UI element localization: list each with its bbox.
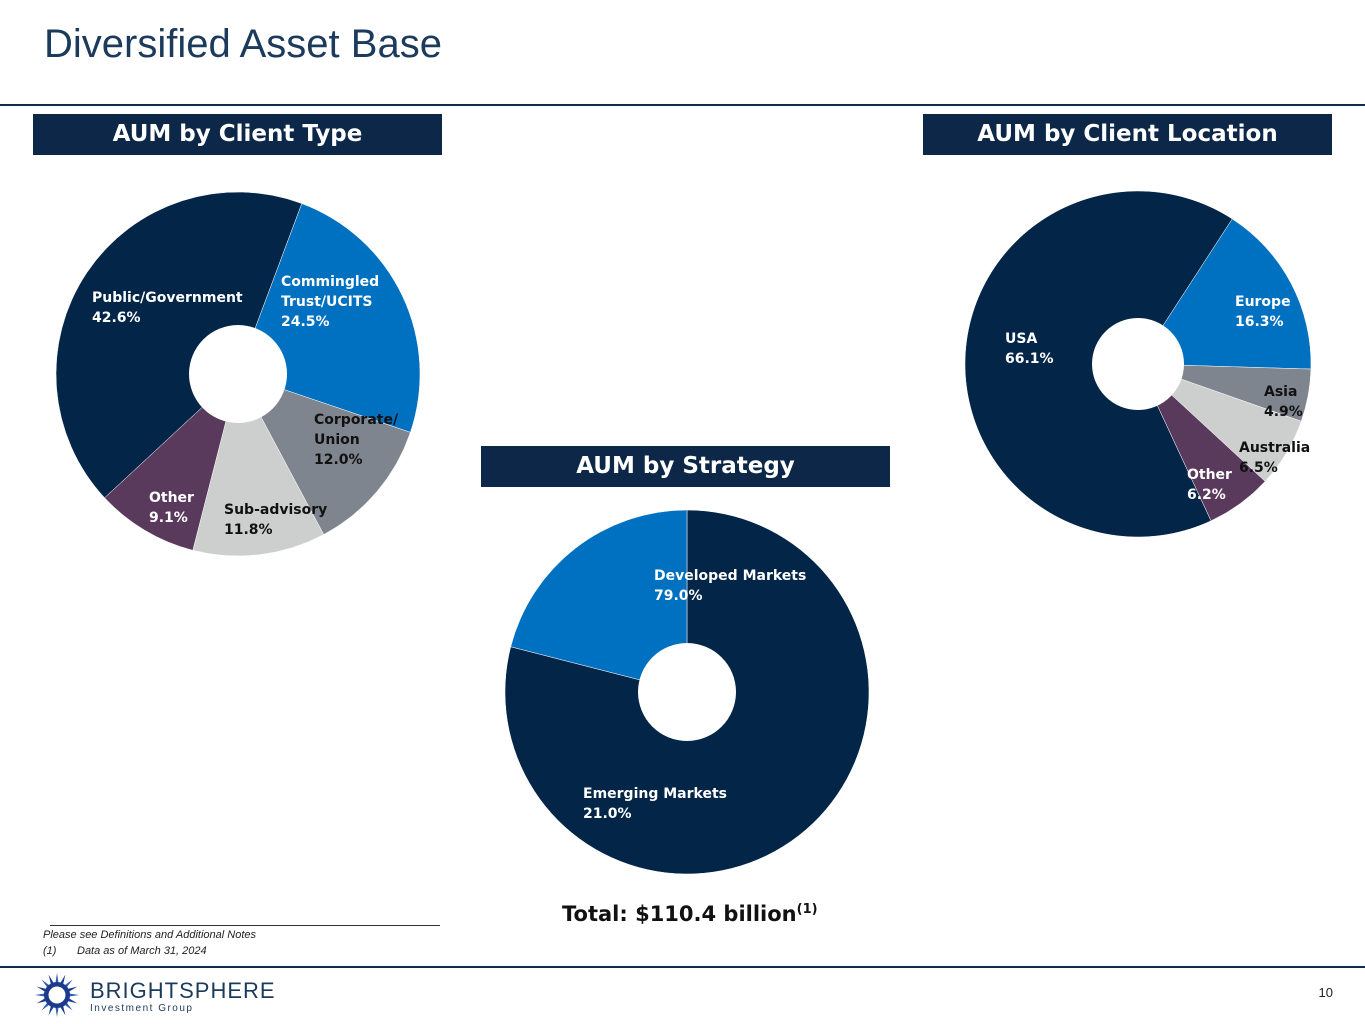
slice-developed-markets: [504, 509, 870, 875]
slice-label-other: Other 6.2%: [1187, 467, 1232, 503]
slice-value-label: 6.2%: [1187, 487, 1226, 503]
total-aum-footnote-marker: (1): [796, 902, 818, 917]
slice-name-label: Public/Government: [92, 290, 243, 306]
footnote-definitions: Please see Definitions and Additional No…: [43, 929, 257, 941]
client-type-donut-chart: Commingled Trust/UCITS 24.5% Corporate/Unio…: [55, 191, 421, 557]
slice-value-label: 11.8%: [224, 522, 273, 538]
slice-name-label: Emerging Markets: [583, 786, 727, 802]
footnote-1-marker: (1): [43, 945, 57, 957]
slice-label-other: Other 9.1%: [149, 490, 194, 526]
slice-value-label: 66.1%: [1005, 351, 1054, 367]
slice-name-label: Union: [314, 432, 360, 448]
client-type-chart-title: AUM by Client Type: [33, 114, 442, 155]
footnote-1-text: Data as of March 31, 2024: [77, 945, 207, 957]
slice-value-label: 21.0%: [583, 806, 632, 822]
total-aum-label: Total: $110.4 billion: [562, 902, 797, 926]
sunburst-logo-icon: [35, 973, 79, 1017]
slice-label-public-government: Public/Government 42.6%: [92, 290, 243, 326]
slice-label-sub-advisory: Sub-advisory 11.8%: [224, 502, 327, 538]
donut-hole: [638, 643, 736, 741]
slice-name-label: Corporate/: [314, 412, 399, 428]
slice-value-label: 16.3%: [1235, 314, 1284, 330]
footnote-rule: [50, 925, 440, 926]
slice-corporate-union: [237, 373, 411, 535]
slice-name-label: Other: [149, 490, 194, 506]
slice-label-corporate-union: Corporate/Union 12.0%: [314, 412, 399, 468]
slice-label-europe: Europe 16.3%: [1235, 294, 1291, 330]
slice-public-government: [55, 191, 303, 499]
slice-name-label: USA: [1005, 331, 1037, 347]
total-aum: Total: $110.4 billion(1): [562, 902, 818, 926]
page-number: 10: [1318, 985, 1333, 1000]
slice-label-usa: USA 66.1%: [1005, 331, 1054, 367]
logo-name: BRIGHTSPHERE: [90, 978, 276, 1003]
footnote-1: (1) Data as of March 31, 2024: [43, 945, 207, 957]
slice-label-asia: Asia 4.9%: [1264, 384, 1303, 420]
strategy-donut-chart: Developed Markets 79.0% Emerging Markets 21…: [504, 509, 870, 875]
slice-value-label: 12.0%: [314, 452, 363, 468]
slice-value-label: 24.5%: [281, 314, 330, 330]
logo-subtitle: Investment Group: [90, 1003, 194, 1014]
donut-hole: [1092, 318, 1184, 410]
slice-label-developed-markets: Developed Markets 79.0%: [654, 568, 806, 604]
slice-emerging-markets: [510, 509, 688, 693]
client-location-chart-title: AUM by Client Location: [923, 114, 1332, 155]
header-rule: [0, 104, 1365, 106]
slice-sub-advisory: [192, 373, 325, 557]
brightsphere-logo: BRIGHTSPHERE Investment Group: [34, 972, 276, 1018]
slice-name-label: Asia: [1264, 384, 1297, 400]
slice-label-emerging-markets: Emerging Markets 21.0%: [583, 786, 727, 822]
slice-name-label: Other: [1187, 467, 1232, 483]
slice-value-label: 42.6%: [92, 310, 141, 326]
strategy-chart-title: AUM by Strategy: [481, 446, 890, 487]
slice-value-label: 79.0%: [654, 588, 703, 604]
slice-name-label: Europe: [1235, 294, 1291, 310]
slice-value-label: 4.9%: [1264, 404, 1303, 420]
donut-hole: [189, 325, 287, 423]
footer-rule: [0, 966, 1365, 968]
slice-name-label: Sub-advisory: [224, 502, 327, 518]
slice-label-australia: Australia 6.5%: [1239, 440, 1310, 476]
slice-other: [104, 373, 239, 551]
page-title: Diversified Asset Base: [44, 22, 442, 66]
slice-value-label: 9.1%: [149, 510, 188, 526]
client-location-donut-chart: Europe 16.3% Asia 4.9% Australia 6.5% Other 6.2…: [964, 190, 1312, 538]
slice-name-label: Australia: [1239, 440, 1310, 456]
slice-name-label: Developed Markets: [654, 568, 806, 584]
slice-label-commingled-trust-ucits: Commingled Trust/UCITS 24.5%: [281, 274, 379, 330]
slice-name-label: Commingled: [281, 274, 379, 290]
slice-europe: [1137, 218, 1312, 370]
slice-value-label: 6.5%: [1239, 460, 1278, 476]
slice-name-label: Trust/UCITS: [281, 294, 373, 310]
